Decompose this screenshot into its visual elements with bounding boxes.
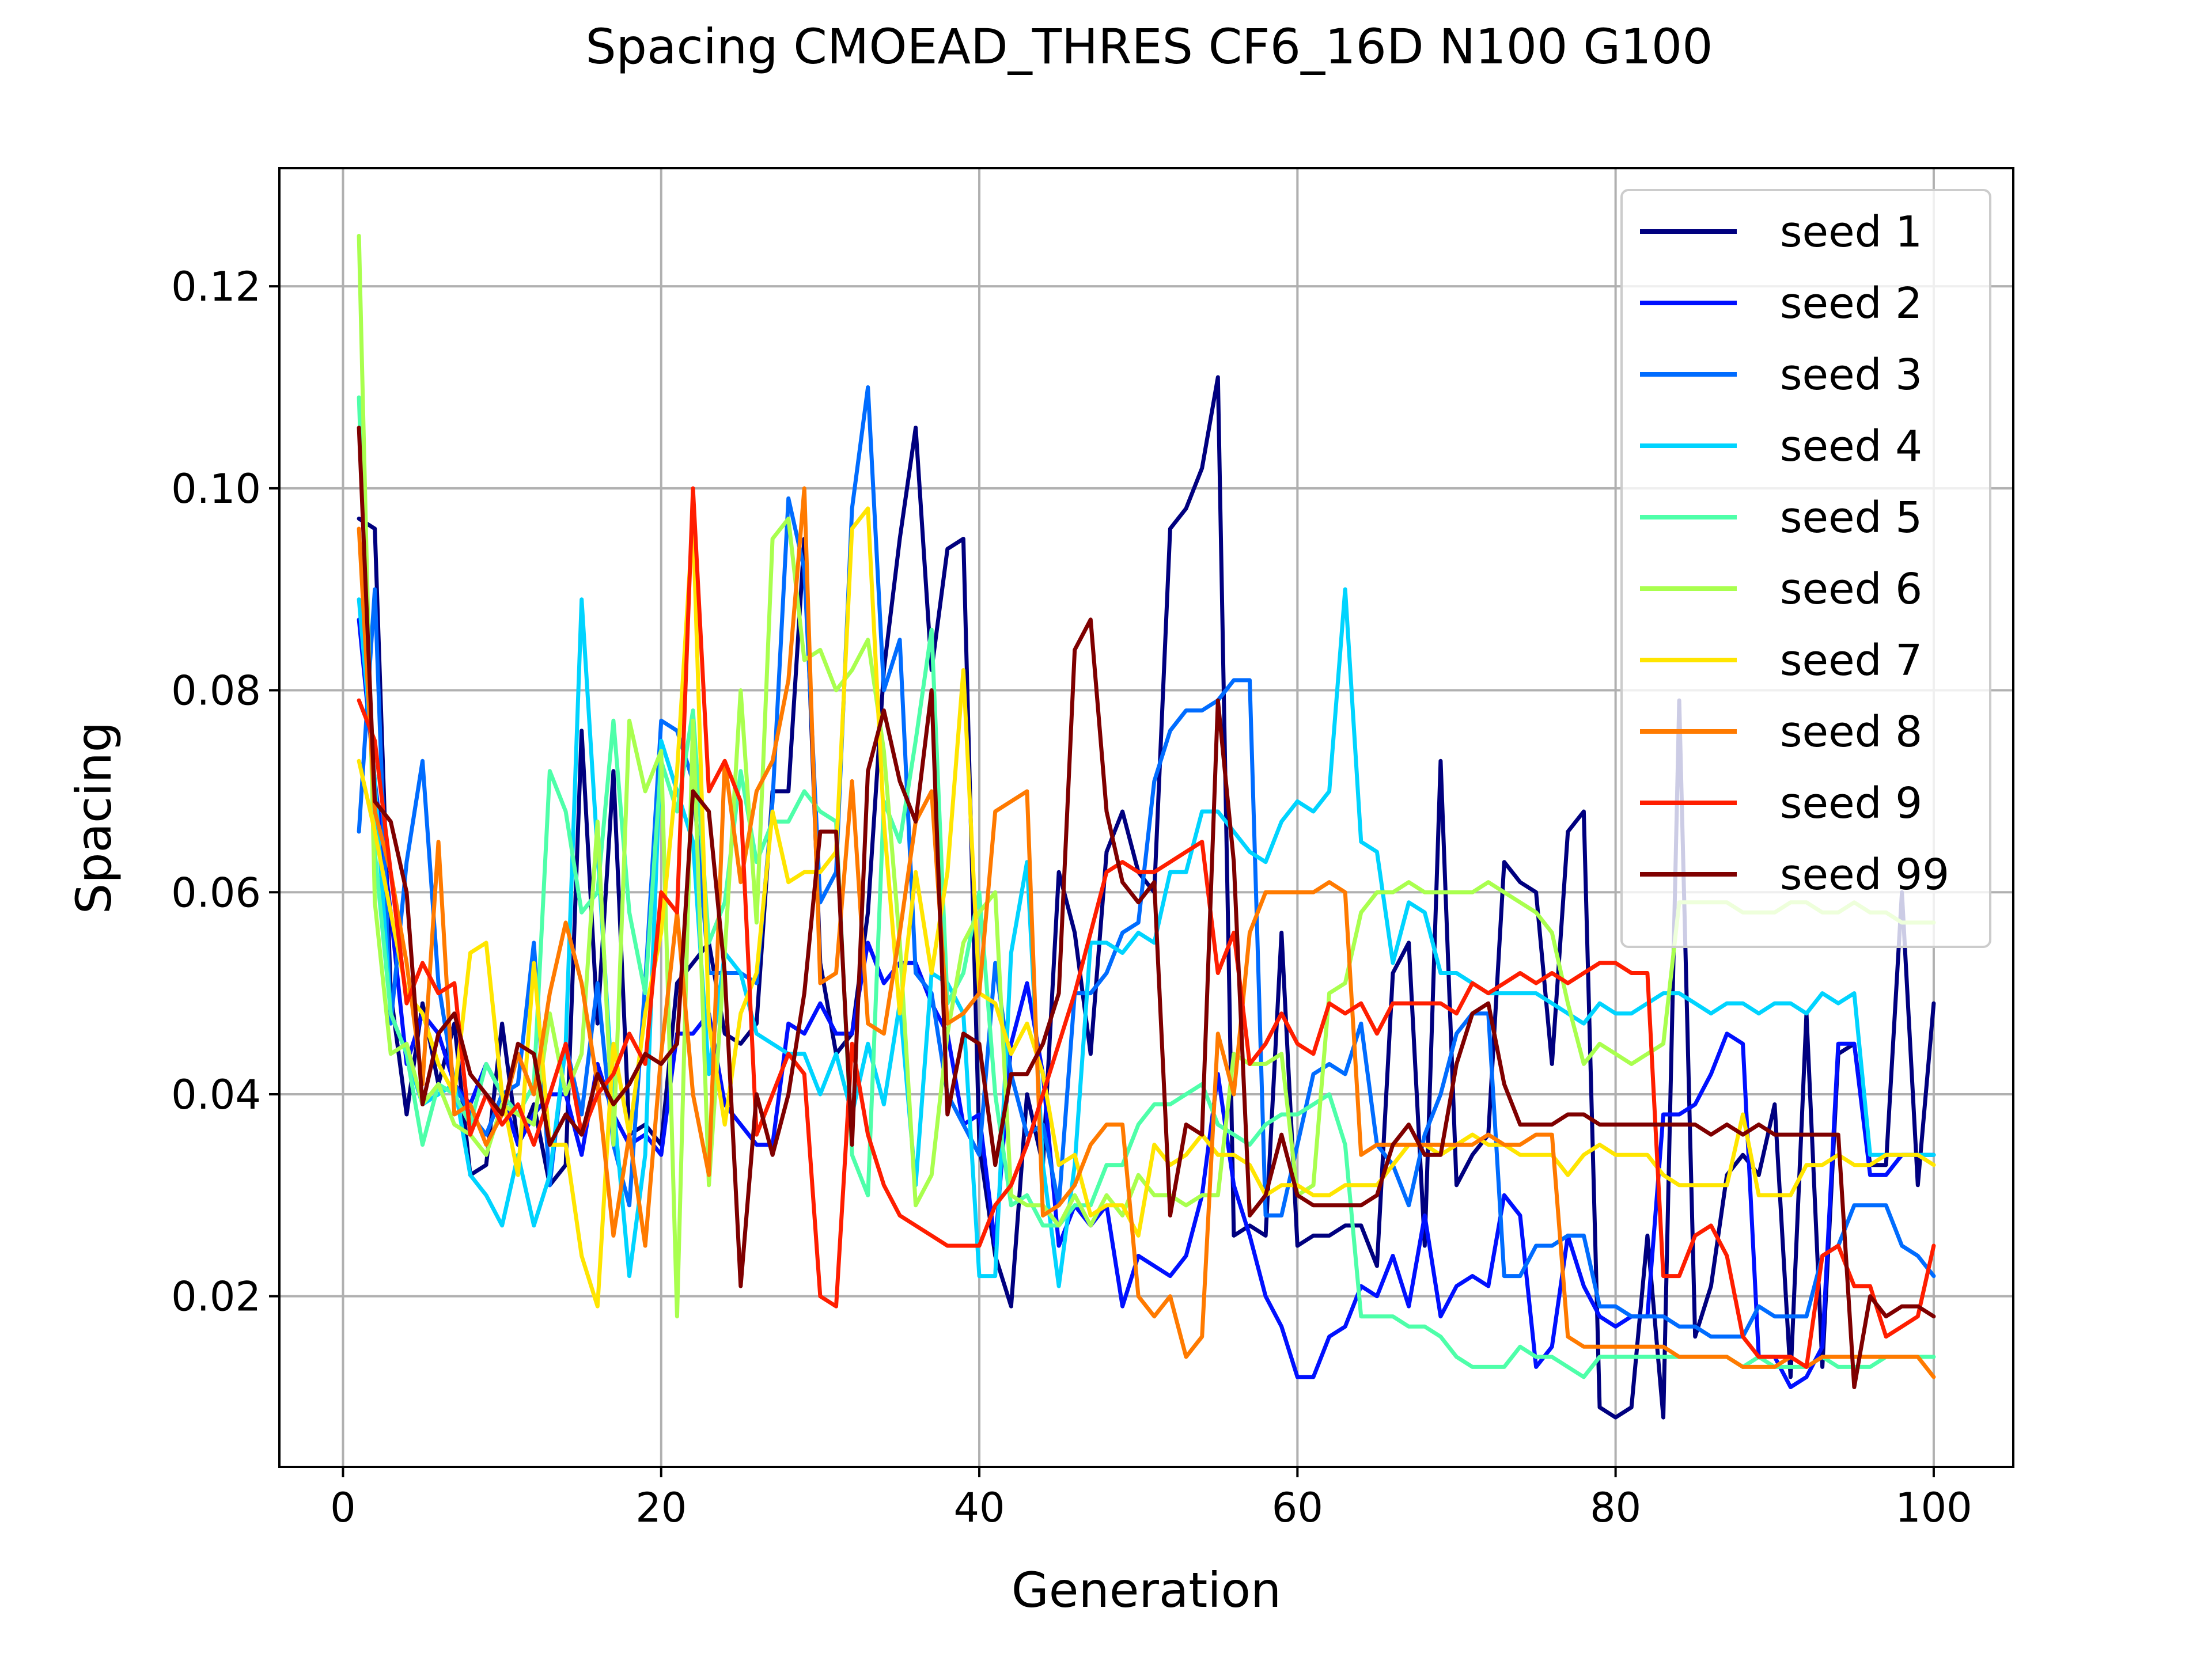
- legend-box: [1620, 189, 1991, 948]
- y-tick-label: 0.04: [171, 1071, 261, 1118]
- x-tick-label: 0: [330, 1484, 356, 1531]
- y-tick-label: 0.08: [171, 668, 261, 715]
- plot-area-frame: [278, 167, 2014, 1468]
- y-tick-label: 0.10: [171, 465, 261, 513]
- y-axis-label: Spacing: [66, 722, 122, 914]
- series-line-seed-7: [357, 506, 1936, 1309]
- x-tick-label: 80: [1590, 1484, 1641, 1531]
- legend-label: seed 3: [1780, 350, 1922, 400]
- series-line-seed-5: [357, 395, 1936, 1379]
- x-axis-label: Generation: [1012, 1562, 1282, 1618]
- x-tick-label: 100: [1895, 1484, 1972, 1531]
- chart-title: Spacing CMOEAD_THRES CF6_16D N100 G100: [585, 18, 1713, 75]
- tick-layer: 0 20 40 60 80 100 0.02 0.04 0.06 0.08 0.10 0.12: [171, 263, 1972, 1531]
- x-tick-label: 40: [954, 1484, 1005, 1531]
- x-tick-label: 60: [1272, 1484, 1323, 1531]
- legend-label: seed 1: [1780, 207, 1922, 257]
- series-line-seed-9: [357, 486, 1936, 1369]
- y-tick-label: 0.02: [171, 1273, 261, 1321]
- legend: seed 1 seed 2 seed 3 seed 4 seed 5 seed 6 seed…: [1620, 189, 1991, 948]
- legend-label: seed 5: [1780, 493, 1922, 543]
- y-tick-label: 0.12: [171, 263, 261, 310]
- legend-label: seed 8: [1780, 707, 1922, 757]
- legend-label: seed 2: [1780, 279, 1922, 328]
- series-line-seed-8: [357, 486, 1936, 1379]
- series-line-seed-99: [357, 426, 1936, 1389]
- legend-label: seed 4: [1780, 422, 1922, 471]
- legend-label: seed 9: [1780, 779, 1922, 828]
- y-tick-label: 0.06: [171, 869, 261, 916]
- legend-label: seed 99: [1780, 850, 1949, 900]
- legend-label: seed 6: [1780, 564, 1922, 614]
- series-layer: [357, 234, 1936, 1420]
- x-tick-label: 20: [635, 1484, 687, 1531]
- series-line-seed-2: [357, 617, 1936, 1389]
- legend-label: seed 7: [1780, 636, 1922, 685]
